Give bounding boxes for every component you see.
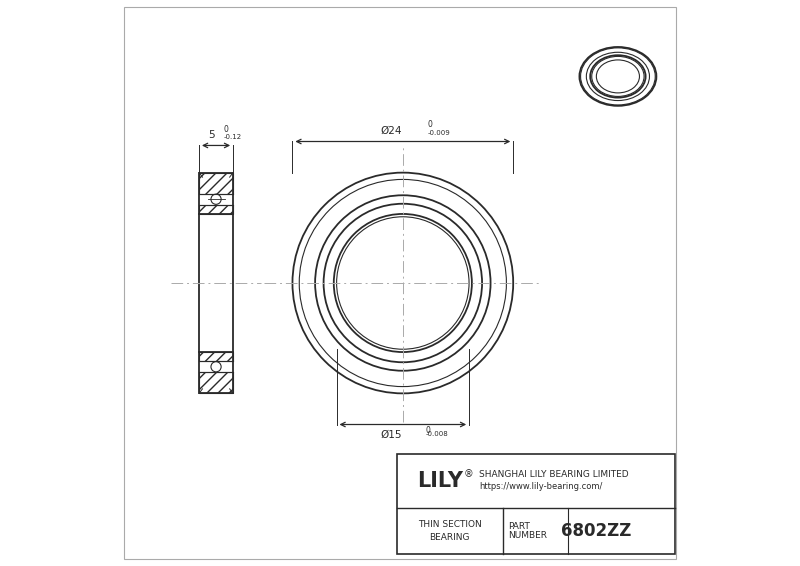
Bar [397, 454, 674, 554]
Text: NUMBER: NUMBER [508, 531, 547, 540]
Text: 0: 0 [224, 125, 229, 134]
Text: 6802ZZ: 6802ZZ [561, 522, 631, 540]
Circle shape [211, 362, 221, 372]
Circle shape [211, 194, 221, 204]
Text: Ø24: Ø24 [381, 126, 402, 136]
Text: THIN SECTION
BEARING: THIN SECTION BEARING [418, 520, 482, 542]
Text: -0.009: -0.009 [427, 130, 450, 136]
Text: PART: PART [508, 522, 530, 531]
Text: LILY: LILY [417, 471, 463, 491]
Bar [199, 352, 233, 361]
Bar [199, 205, 233, 214]
Text: -0.12: -0.12 [224, 134, 242, 140]
Text: -0.008: -0.008 [426, 431, 448, 438]
Text: SHANGHAI LILY BEARING LIMITED: SHANGHAI LILY BEARING LIMITED [479, 470, 629, 479]
Bar [199, 173, 233, 194]
Bar [199, 372, 233, 393]
Text: ®: ® [463, 469, 473, 479]
Text: https://www.lily-bearing.com/: https://www.lily-bearing.com/ [479, 482, 602, 491]
Text: 0: 0 [426, 426, 430, 435]
Text: 5: 5 [208, 130, 215, 140]
Text: 0: 0 [427, 120, 432, 129]
Text: Ø15: Ø15 [381, 430, 402, 440]
Bar [199, 173, 233, 393]
